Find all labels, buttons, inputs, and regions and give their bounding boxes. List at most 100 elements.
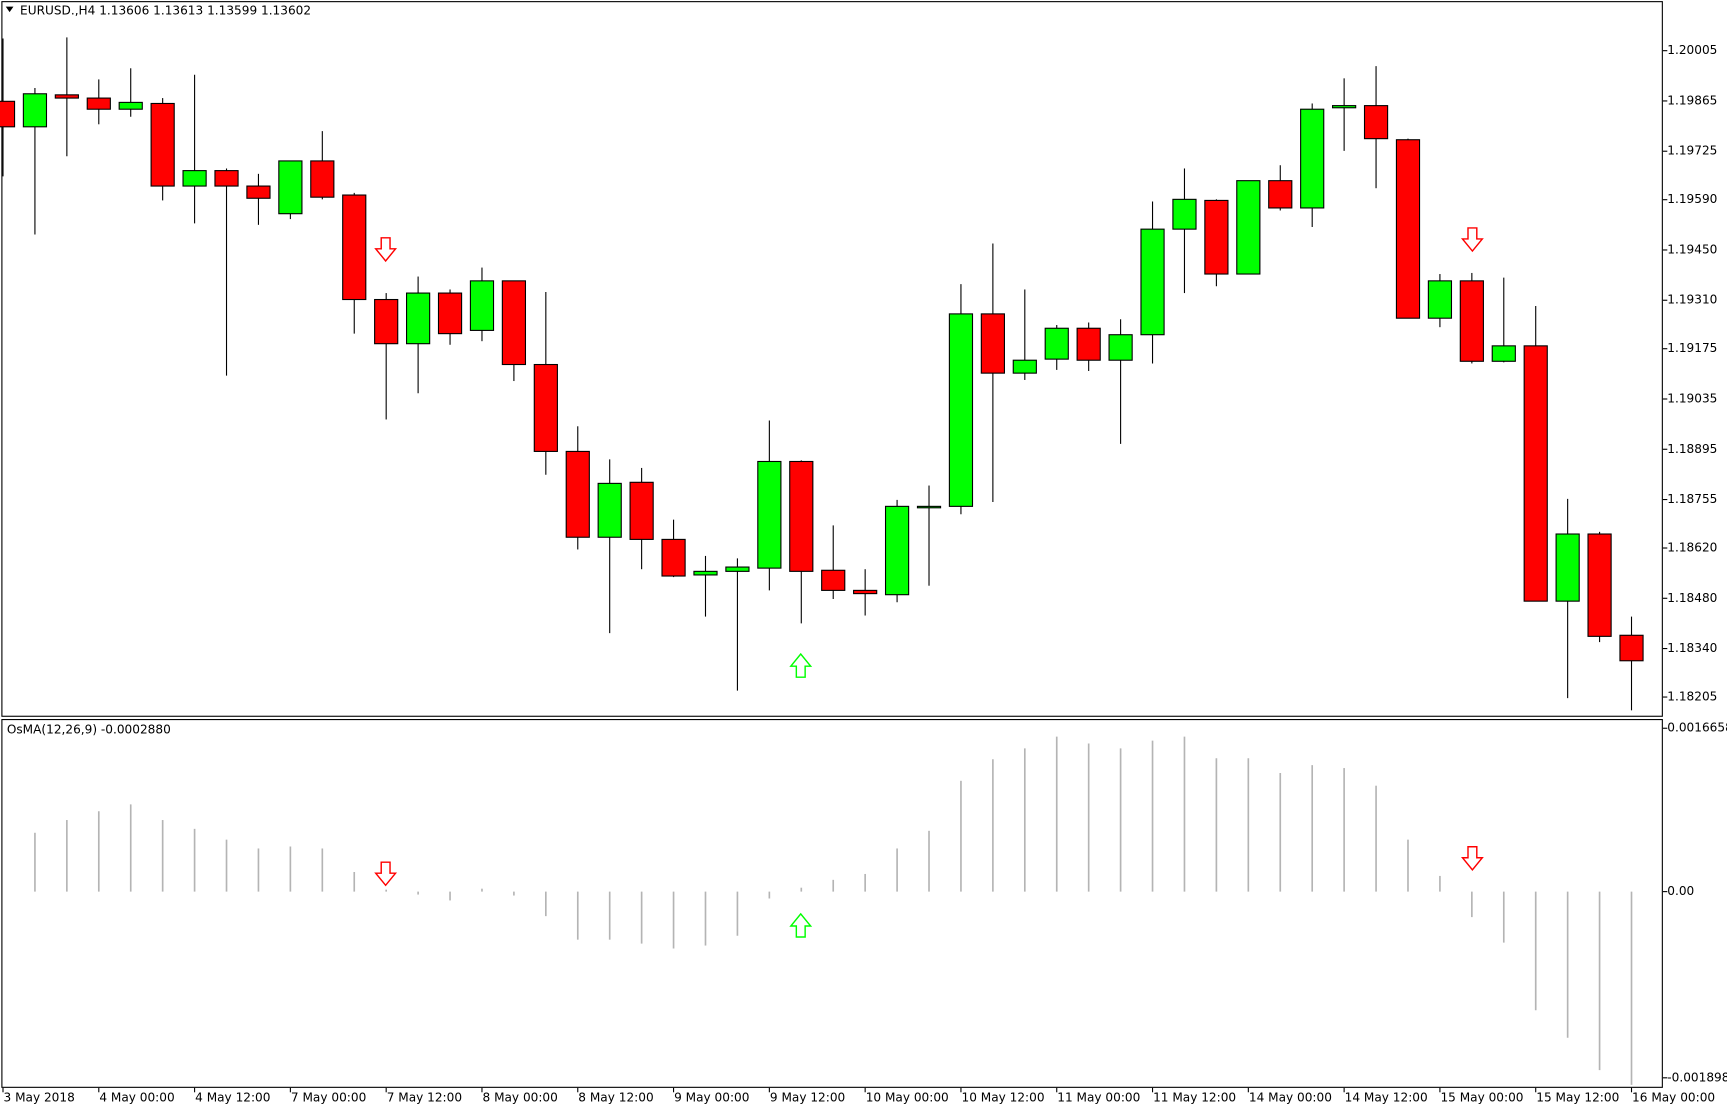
candle-body: [342, 194, 367, 301]
buy-arrow: [789, 652, 813, 678]
candle-body: [725, 566, 750, 572]
candle-body: [437, 292, 463, 335]
candle-body: [1363, 105, 1389, 140]
candle-body: [1268, 180, 1293, 209]
x-tick-label: 14 May 12:00: [1345, 1090, 1428, 1104]
candle-body: [278, 160, 303, 215]
x-tick-label: 9 May 00:00: [674, 1090, 749, 1104]
candle-body: [661, 538, 686, 577]
candle-body: [310, 160, 335, 198]
candle-body: [1172, 198, 1197, 230]
candle-body: [22, 93, 48, 128]
candle-body: [821, 569, 846, 591]
candle-body: [1395, 139, 1421, 319]
candle-body: [1204, 199, 1229, 275]
y-tick-label: 1.19865: [1667, 93, 1717, 107]
candle-body: [501, 280, 527, 366]
sell-arrow: [1460, 846, 1484, 871]
candle-body: [629, 481, 654, 540]
candle-body: [757, 460, 782, 569]
candle-body: [948, 313, 974, 507]
candle-body: [469, 280, 495, 331]
y-tick-label: 1.20005: [1667, 43, 1717, 57]
sell-arrow: [374, 237, 398, 263]
candle-body: [1555, 533, 1580, 602]
signal-arrows: [374, 227, 1484, 887]
buy-arrow: [789, 912, 813, 938]
y-tick-label: 0.0016658: [1667, 721, 1727, 735]
candle-body: [980, 313, 1005, 374]
x-tick-label: 11 May 00:00: [1057, 1090, 1140, 1104]
candle-body: [374, 298, 399, 345]
chart-title: EURUSD.,H4 1.13606 1.13613 1.13599 1.136…: [20, 4, 311, 18]
candle-body: [182, 170, 207, 187]
candle-body: [1491, 345, 1516, 362]
candle-body: [916, 505, 942, 509]
x-tick-label: 8 May 12:00: [578, 1090, 653, 1104]
candle-body: [853, 589, 878, 595]
x-tick-label: 15 May 00:00: [1440, 1090, 1523, 1104]
x-tick-label: 10 May 00:00: [866, 1090, 949, 1104]
menu-triangle[interactable]: [5, 6, 14, 13]
candle-body: [1140, 228, 1165, 336]
y-tick-label: 1.19035: [1667, 391, 1717, 405]
signal-arrows-buy: [789, 652, 813, 938]
y-tick-label: -0.0018986: [1667, 1070, 1727, 1084]
y-tick-label: 1.19175: [1667, 341, 1717, 355]
y-tick-label: 1.18755: [1667, 492, 1717, 506]
sell-arrow: [1460, 227, 1484, 253]
candle-body: [214, 170, 239, 187]
candle-body: [693, 570, 718, 576]
y-tick-label: 0.00: [1667, 884, 1694, 898]
y-tick-label: 1.18205: [1667, 690, 1717, 704]
candle-body: [246, 185, 271, 199]
candle-body: [1523, 345, 1548, 602]
x-tick-label: 8 May 00:00: [483, 1090, 558, 1104]
candle-body: [150, 102, 175, 187]
x-tick-label: 15 May 12:00: [1536, 1090, 1619, 1104]
y-tick-label: 1.19725: [1667, 144, 1717, 158]
x-tick-label: 7 May 00:00: [291, 1090, 366, 1104]
x-tick-label: 10 May 12:00: [961, 1090, 1044, 1104]
candle-body: [1332, 105, 1357, 109]
candle-body: [565, 450, 590, 538]
candle-body: [54, 94, 79, 99]
x-tick-label: 11 May 12:00: [1153, 1090, 1236, 1104]
candle-body: [1300, 108, 1325, 209]
x-tick-label: 4 May 00:00: [99, 1090, 174, 1104]
candle-body: [533, 363, 558, 452]
candle-body: [1108, 334, 1133, 361]
x-tick-label: 14 May 00:00: [1249, 1090, 1332, 1104]
candle-body: [884, 505, 910, 596]
x-tick-label: 3 May 2018: [4, 1090, 75, 1104]
candle-body: [1236, 180, 1261, 275]
candle-body: [1459, 280, 1484, 362]
candle-body: [0, 100, 16, 128]
y-tick-label: 1.18340: [1667, 641, 1717, 655]
candle-body: [597, 482, 622, 538]
y-tick-label: 1.19590: [1667, 192, 1717, 206]
y-tick-label: 1.19310: [1667, 293, 1717, 307]
candle-body: [1619, 634, 1644, 662]
y-tick-label: 1.18895: [1667, 442, 1717, 456]
candle-body: [1012, 359, 1037, 374]
candle-body: [1587, 533, 1612, 637]
x-tick-label: 16 May 00:00: [1632, 1090, 1715, 1104]
candle-body: [86, 97, 111, 110]
indicator-panel: [1, 719, 1663, 1088]
x-tick-label: 9 May 12:00: [770, 1090, 845, 1104]
candle-body: [1044, 327, 1069, 360]
y-tick-label: 1.18620: [1667, 541, 1717, 555]
y-tick-label: 1.18480: [1667, 591, 1717, 605]
candle-body: [789, 460, 814, 572]
candle-body: [405, 292, 431, 345]
x-tick-label: 7 May 12:00: [387, 1090, 462, 1104]
y-tick-label: 1.19450: [1667, 242, 1717, 256]
candle-body: [118, 101, 143, 110]
sell-arrow: [374, 861, 398, 887]
indicator-title: OsMA(12,26,9) -0.0002880: [7, 723, 171, 737]
price-panel: [1, 1, 1663, 717]
x-tick-label: 4 May 12:00: [195, 1090, 270, 1104]
